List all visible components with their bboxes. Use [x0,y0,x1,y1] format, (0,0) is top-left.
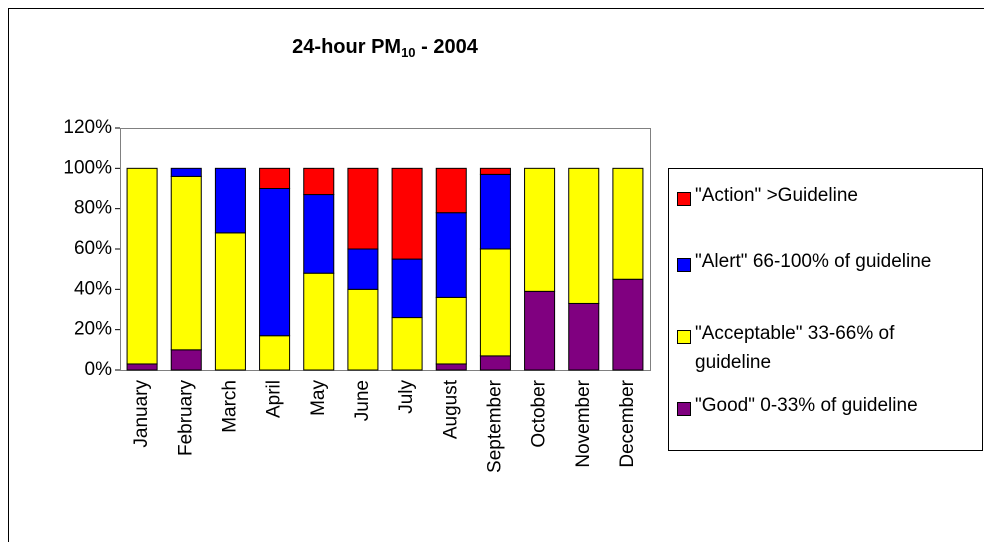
bar-segment [568,167,600,304]
legend: "Action" >Guideline "Alert" 66-100% of gu… [668,168,983,451]
bar-segment [435,212,467,298]
bar-segment [170,349,202,371]
legend-entry: "Action" >Guideline [673,185,973,210]
x-tick-label: March [219,380,240,433]
legend-swatch [677,192,691,206]
bar-segment [479,355,511,371]
x-tick-label: August [440,379,461,439]
x-tick-label: June [352,380,373,421]
bar-segment [479,173,511,250]
x-tick-label: September [484,379,505,473]
bar-segment [303,194,335,274]
y-tick-label: 100% [63,157,112,178]
x-tick-label: May [308,380,329,416]
chart-title: 24-hour PM10 - 2004 [292,36,479,60]
y-tick-label: 60% [74,238,112,259]
bar-segment [391,317,423,371]
bar-segment [214,167,246,234]
y-tick-label: 120% [63,117,112,138]
bar-segment [126,167,158,365]
bar-segment [391,167,423,260]
bar-segment [435,167,467,214]
bar-segment [479,167,511,175]
legend-swatch [677,402,691,416]
bar-segment [479,248,511,357]
bar-segment [612,167,644,280]
bar-segment [126,363,158,371]
legend-entry: "Acceptable" 33-66% of guideline [673,323,973,377]
y-tick-label: 0% [85,359,113,380]
bar-segment [303,272,335,371]
bar-segment [391,258,423,319]
legend-label: "Action" >Guideline [695,185,858,206]
x-tick-label: November [573,379,594,467]
y-tick-label: 40% [74,278,112,299]
title-text: 24-hour PM [292,36,401,58]
bar-segment [347,288,379,371]
x-tick-label: February [175,380,196,457]
x-tick-label: January [131,380,152,448]
bar-segment [170,175,202,351]
legend-swatch [677,330,691,344]
legend-entry: "Good" 0-33% of guideline [673,395,973,420]
plot-area [120,128,651,371]
bar-segment [347,248,379,290]
x-tick-label: April [264,380,285,418]
legend-label: "Acceptable" 33-66% of guideline [695,323,895,373]
bar-segment [259,335,291,371]
bar-segment [170,167,202,177]
legend-label: "Good" 0-33% of guideline [695,395,918,416]
title-subscript: 10 [401,45,415,60]
legend-entry: "Alert" 66-100% of guideline [673,251,973,276]
x-tick-label: July [396,380,417,414]
bar-segment [435,296,467,365]
bar-segment [347,167,379,250]
y-tick-label: 20% [74,319,112,340]
bar-segment [524,167,556,292]
legend-swatch [677,258,691,272]
bar-segment [303,167,335,196]
bar-segment [214,232,246,371]
y-tick-label: 80% [74,198,112,219]
x-tick-label: October [529,379,550,447]
title-text: - 2004 [416,36,479,58]
bar-segment [612,278,644,371]
bar-segment [524,290,556,371]
legend-label: "Alert" 66-100% of guideline [695,251,932,272]
bar-segment [568,302,600,371]
bar-segment [259,188,291,337]
bar-segment [259,167,291,189]
x-tick-label: December [617,379,638,467]
bar-segment [435,363,467,371]
